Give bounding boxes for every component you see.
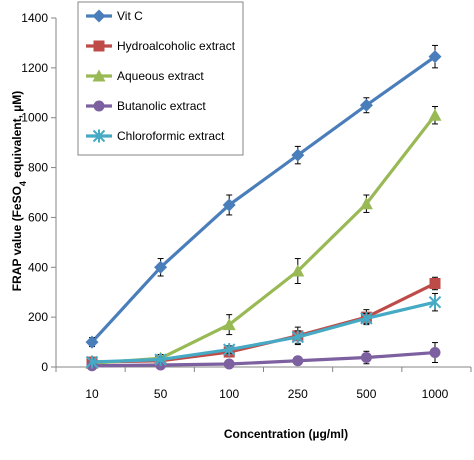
x-tick-label: 10 — [85, 387, 99, 401]
legend-marker — [92, 9, 106, 23]
x-axis-ticks: 10 50 100 250 500 1000 — [55, 367, 472, 401]
data-point — [359, 197, 373, 210]
data-point — [291, 330, 305, 344]
legend-marker — [92, 69, 106, 82]
data-point — [85, 335, 99, 349]
y-axis-title-subscript: 4 — [18, 181, 28, 186]
data-point — [222, 343, 236, 357]
data-point — [85, 355, 99, 369]
y-tick-label: 1200 — [21, 61, 48, 75]
y-tick-label: 600 — [28, 210, 48, 224]
data-point — [359, 98, 373, 112]
legend-label: Vit C — [117, 9, 143, 23]
data-point — [360, 311, 373, 325]
legend-item-aqueous-extract: Aqueous extract — [86, 69, 204, 83]
x-tick-label: 100 — [219, 387, 239, 401]
data-point — [222, 318, 236, 331]
x-tick-label: 50 — [154, 387, 168, 401]
legend-label: Hydroalcoholic extract — [117, 39, 236, 53]
series-vit-c — [85, 44, 442, 349]
legend-item-hydroalcoholic-extract: Hydroalcoholic extract — [86, 39, 236, 53]
legend-item-butanolic-extract: Butanolic extract — [86, 99, 206, 113]
legend-item-vit-c: Vit C — [86, 9, 143, 23]
data-point — [429, 277, 441, 289]
series-line — [91, 300, 436, 364]
legend-label: Butanolic extract — [117, 99, 206, 113]
data-point — [292, 355, 304, 367]
series-line — [91, 282, 436, 364]
legend-marker — [93, 100, 105, 112]
series-group — [85, 44, 442, 372]
legend-label: Aqueous extract — [117, 69, 204, 83]
legend-item-chloroformic-extract: Chloroformic extract — [86, 129, 225, 143]
y-tick-label: 1000 — [21, 111, 48, 125]
legend: Vit C Hydroalcoholic extract Aqueous extra… — [77, 1, 244, 156]
series-line — [90, 55, 436, 344]
legend-box — [77, 1, 244, 156]
y-tick-label: 200 — [28, 310, 48, 324]
data-point — [360, 352, 372, 364]
data-point — [291, 148, 305, 162]
y-tick-label: 1400 — [21, 11, 48, 25]
y-axis-ticks: 0 200 400 600 800 1000 1200 1400 — [21, 11, 56, 374]
legend-label: Chloroformic extract — [117, 129, 225, 143]
x-tick-label: 250 — [288, 387, 308, 401]
data-point — [428, 108, 442, 121]
x-tick-label: 500 — [356, 387, 376, 401]
data-point — [222, 198, 236, 212]
y-axis-title-end: equivalent, µM) — [10, 91, 24, 181]
series-chloroformic-extract — [85, 292, 442, 369]
y-tick-label: 800 — [28, 161, 48, 175]
legend-marker — [92, 129, 106, 143]
x-tick-label: 1000 — [422, 387, 449, 401]
data-point — [428, 50, 442, 64]
y-tick-label: 0 — [41, 360, 48, 374]
data-point — [428, 295, 442, 309]
y-axis-title-main: FRAP value (FeSO — [10, 186, 24, 291]
y-tick-label: 400 — [28, 260, 48, 274]
x-axis-title: Concentration (µg/ml) — [224, 427, 348, 441]
data-point — [154, 260, 168, 274]
legend-marker — [93, 40, 105, 52]
series-line — [91, 350, 436, 368]
data-point — [223, 358, 235, 370]
data-point — [291, 264, 305, 277]
y-axis-title: FRAP value (FeSO4 equivalent, µM) — [10, 91, 28, 291]
data-point — [154, 353, 167, 367]
data-point — [429, 347, 441, 359]
